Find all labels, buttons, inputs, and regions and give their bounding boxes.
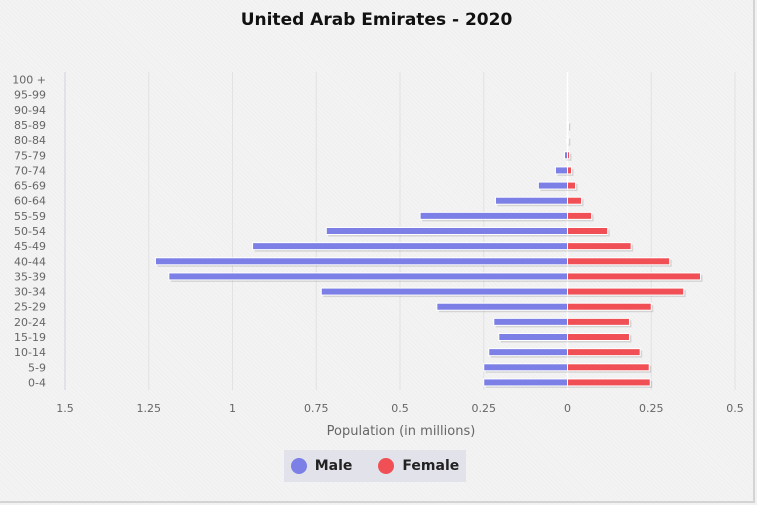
- female-bar-65-69[interactable]: [567, 181, 577, 190]
- x-tick-label: 0.5: [391, 402, 409, 415]
- male-bar-45-49[interactable]: [252, 242, 568, 251]
- male-bar-20-24[interactable]: [493, 317, 568, 326]
- x-tick-label: 0.75: [304, 402, 329, 415]
- bar-shadow: [568, 138, 570, 146]
- y-tick-label: 0-4: [28, 376, 46, 389]
- x-tick-label: 1: [229, 402, 236, 415]
- male-bar-60-64[interactable]: [494, 196, 569, 205]
- female-bar-35-39[interactable]: [567, 272, 701, 281]
- y-tick-label: 25-29: [14, 301, 46, 314]
- chart-title: United Arab Emirates - 2020: [240, 10, 513, 30]
- y-tick-label: 75-79: [14, 149, 46, 162]
- male-bar-5-9[interactable]: [483, 363, 568, 372]
- legend: Male Female: [284, 450, 466, 482]
- y-tick-label: 30-34: [14, 286, 46, 299]
- female-bar-15-19[interactable]: [567, 333, 630, 341]
- male-bar-25-29[interactable]: [436, 302, 568, 311]
- y-tick-label: 5-9: [28, 361, 46, 374]
- male-bar-70-74[interactable]: [554, 166, 569, 175]
- male-bar-35-39[interactable]: [168, 272, 568, 281]
- y-tick-label: 70-74: [14, 164, 46, 177]
- male-bar-55-59[interactable]: [419, 211, 568, 220]
- x-tick-label: 1.5: [56, 402, 74, 415]
- y-tick-label: 60-64: [14, 195, 46, 208]
- male-bar-10-14[interactable]: [488, 348, 568, 357]
- male-bar-65-69[interactable]: [537, 181, 568, 190]
- x-tick-label: 0.25: [472, 402, 497, 415]
- x-axis-title: Population (in millions): [327, 424, 476, 439]
- bar-shadow: [569, 123, 570, 131]
- y-tick-label: 10-14: [14, 346, 46, 359]
- bar-shadow: [569, 123, 571, 131]
- female-bar-85-89[interactable]: [567, 121, 569, 129]
- female-bar-75-79[interactable]: [567, 151, 571, 160]
- y-tick-label: 50-54: [14, 225, 46, 238]
- x-tick-label: 0.25: [639, 402, 664, 415]
- legend-label-male: Male: [314, 458, 353, 474]
- female-bar-60-64[interactable]: [567, 196, 583, 205]
- y-tick-label: 65-69: [14, 180, 46, 193]
- y-tick-label: 95-99: [14, 89, 46, 102]
- x-axis-labels: 1.5 1.25 1 0.75 0.5 0.25 0 0.25 0.5: [56, 402, 744, 415]
- male-bar-15-19[interactable]: [498, 333, 569, 341]
- male-bar-30-34[interactable]: [320, 287, 568, 296]
- female-bar-45-49[interactable]: [567, 242, 632, 251]
- y-tick-label: 80-84: [14, 134, 46, 147]
- y-axis-labels: 0-4 5-9 10-14 15-19 20-24 25-29 30-34 35-39 40-4…: [12, 74, 46, 390]
- female-bar-10-14[interactable]: [567, 348, 641, 357]
- female-bar-55-59[interactable]: [567, 211, 593, 220]
- legend-label-female: Female: [402, 458, 460, 474]
- y-tick-label: 40-44: [14, 255, 46, 268]
- y-tick-label: 35-39: [14, 270, 46, 283]
- bar-shadow: [569, 153, 572, 161]
- bar-shadow: [569, 138, 571, 146]
- female-bar-30-34[interactable]: [567, 287, 685, 296]
- female-bar-20-24[interactable]: [567, 317, 630, 326]
- y-tick-label: 100 +: [12, 74, 46, 87]
- female-bar-70-74[interactable]: [567, 166, 573, 175]
- y-tick-label: 45-49: [14, 240, 46, 253]
- x-tick-label: 0.5: [726, 402, 744, 415]
- female-marker-icon: [378, 458, 395, 474]
- male-bar-40-44[interactable]: [154, 257, 568, 266]
- male-bar-0-4[interactable]: [483, 378, 568, 387]
- x-tick-label: 0: [564, 402, 571, 415]
- y-tick-label: 15-19: [14, 331, 46, 344]
- y-tick-label: 55-59: [14, 210, 46, 223]
- x-tick-label: 1.25: [137, 402, 162, 415]
- female-bar-5-9[interactable]: [567, 363, 650, 372]
- y-tick-label: 90-94: [14, 104, 46, 117]
- y-tick-label: 85-89: [14, 119, 46, 132]
- legend-item-male[interactable]: Male: [290, 458, 353, 474]
- female-bar-50-54[interactable]: [567, 227, 609, 235]
- y-tick-label: 20-24: [14, 316, 46, 329]
- female-bar-0-4[interactable]: [567, 378, 651, 387]
- male-marker-icon: [290, 458, 307, 474]
- female-bar-80-84[interactable]: [567, 136, 569, 145]
- male-bar-50-54[interactable]: [325, 227, 568, 235]
- female-bar-25-29[interactable]: [567, 302, 652, 311]
- legend-item-female[interactable]: Female: [378, 458, 459, 474]
- bars: [154, 121, 703, 388]
- female-bar-40-44[interactable]: [567, 257, 671, 266]
